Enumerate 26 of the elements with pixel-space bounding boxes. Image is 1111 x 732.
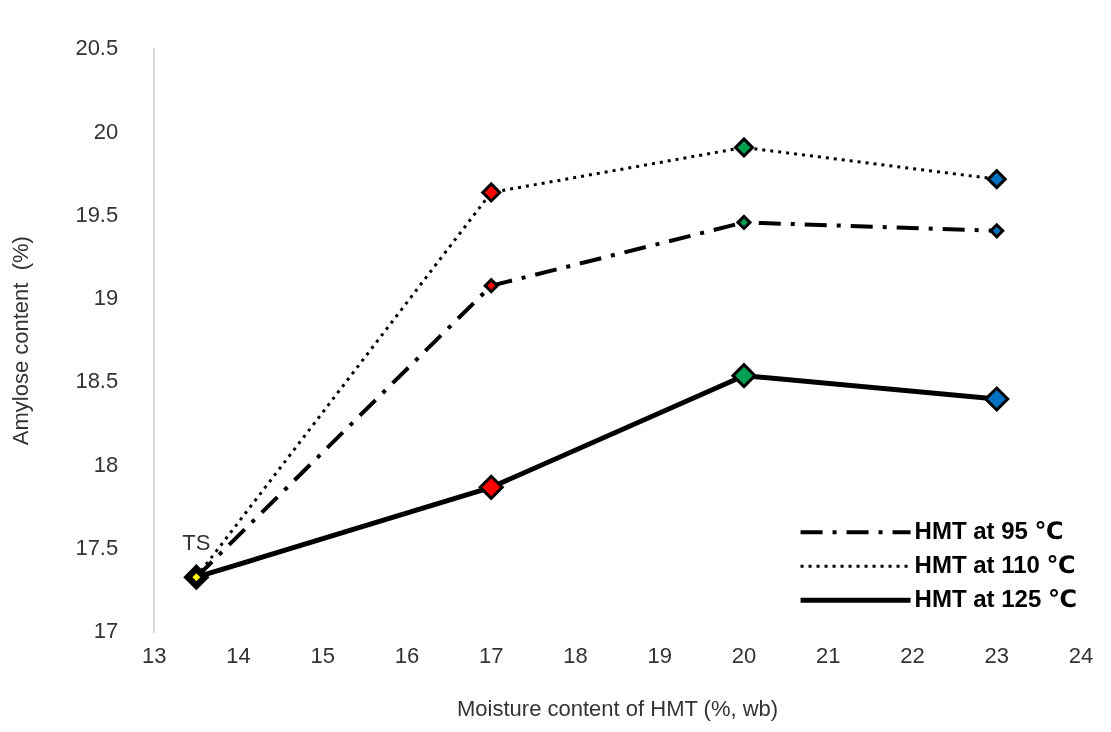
y-tick-label: 19.5 [75, 201, 119, 227]
legend-label: HMT at 110 ℃ [914, 550, 1076, 578]
x-tick-label: 22 [900, 643, 925, 669]
x-tick-label: 19 [647, 643, 672, 669]
legend-label: HMT at 95 ℃ [914, 516, 1064, 544]
x-tick-label: 23 [984, 643, 1009, 669]
x-tick-label: 16 [394, 643, 420, 669]
y-tick-label: 17 [93, 618, 119, 644]
x-tick-label: 13 [141, 643, 167, 669]
x-tick-label: 15 [310, 643, 335, 669]
x-tick-label: 18 [563, 643, 588, 669]
x-tick-label: 17 [478, 643, 504, 669]
y-tick-label: 18.5 [75, 368, 119, 394]
x-tick-label: 24 [1068, 643, 1094, 669]
annotation: TS [182, 530, 211, 556]
x-tick-label: 21 [816, 643, 841, 669]
x-tick-label: 14 [226, 643, 251, 669]
x-axis-title: Moisture content of HMT (%, wb) [457, 695, 779, 721]
legend-label: HMT at 125 ℃ [914, 584, 1077, 612]
y-tick-label: 17.5 [75, 534, 119, 560]
y-axis-title: Amylose content (%) [8, 236, 34, 446]
x-tick-label: 20 [731, 643, 757, 669]
y-tick-label: 20 [93, 118, 119, 144]
y-tick-label: 19 [93, 285, 119, 311]
y-tick-label: 20.5 [75, 35, 119, 61]
y-tick-label: 18 [93, 451, 119, 477]
